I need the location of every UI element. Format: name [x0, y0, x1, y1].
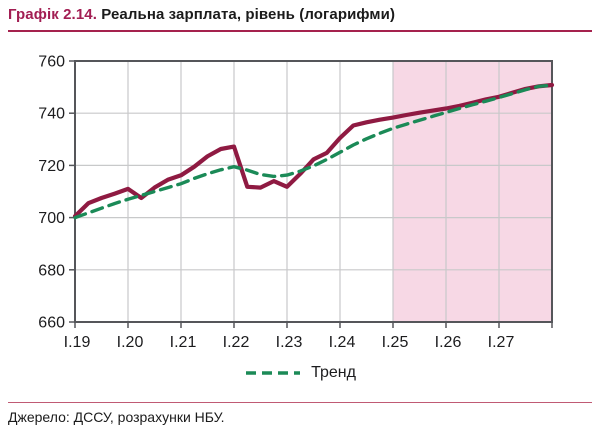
x-tick-label: І.26 [435, 334, 462, 351]
x-tick-label: І.25 [382, 334, 409, 351]
chart-legend: Тренд [0, 364, 600, 382]
y-tick-label: 680 [38, 262, 65, 279]
forecast-shading [393, 61, 552, 322]
x-tick-label: І.24 [329, 334, 356, 351]
legend-label-trend: Тренд [311, 364, 356, 381]
source-note: Джерело: ДССУ, розрахунки НБУ. [8, 409, 225, 425]
x-tick-label: І.22 [223, 334, 250, 351]
trend-line [73, 83, 554, 220]
actual-line [72, 82, 555, 219]
y-tick-label: 700 [38, 210, 65, 227]
chart-number-label: Графік 2.14. [8, 6, 97, 23]
chart-header: Графік 2.14. Реальна зарплата, рівень (л… [8, 6, 592, 32]
footer-divider [8, 402, 592, 403]
y-tick-label: 740 [38, 106, 65, 123]
page-title: Реальна зарплата, рівень (логарифми) [101, 6, 396, 23]
x-tick-label: І.19 [64, 334, 91, 351]
x-tick-label: І.23 [276, 334, 303, 351]
plot-border [74, 60, 553, 323]
x-tick-label: І.27 [488, 334, 515, 351]
real-wage-level-chart: 660 680 700 720 740 760 І.19 І.20 І.21 І.22 І.23 І.… [38, 54, 555, 351]
trend-dashed-line-legend-marker [246, 371, 301, 375]
y-tick-label: 760 [38, 54, 65, 71]
y-tick-label: 720 [38, 158, 65, 175]
y-tick-label: 660 [38, 315, 65, 332]
x-tick-label: І.21 [170, 334, 197, 351]
x-tick-label: І.20 [117, 334, 144, 351]
